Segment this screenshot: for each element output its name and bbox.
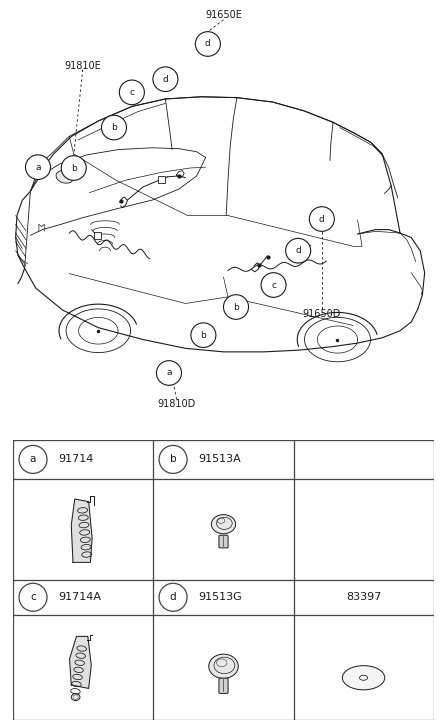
Polygon shape [71, 499, 92, 563]
Text: d: d [205, 39, 211, 49]
Text: a: a [30, 454, 36, 465]
Circle shape [61, 156, 86, 180]
Text: 91810E: 91810E [64, 61, 101, 71]
Polygon shape [70, 636, 91, 688]
FancyBboxPatch shape [219, 535, 228, 548]
Text: b: b [170, 454, 177, 465]
Text: 91714A: 91714A [58, 593, 101, 602]
Text: a: a [35, 163, 41, 172]
Circle shape [119, 80, 144, 105]
Text: b: b [71, 164, 76, 172]
Circle shape [19, 583, 47, 611]
Text: b: b [111, 123, 117, 132]
Text: a: a [166, 369, 172, 377]
Text: c: c [129, 88, 135, 97]
Circle shape [224, 294, 249, 319]
Text: b: b [233, 302, 239, 311]
Circle shape [101, 116, 127, 140]
Circle shape [153, 67, 178, 92]
Text: 91513A: 91513A [198, 454, 241, 465]
Text: 91714: 91714 [58, 454, 93, 465]
Text: 91650E: 91650E [205, 10, 242, 20]
Text: d: d [163, 75, 168, 84]
Circle shape [159, 583, 187, 611]
Circle shape [309, 206, 334, 231]
Circle shape [261, 273, 286, 297]
Bar [94, 232, 101, 239]
Text: d: d [170, 593, 177, 602]
Ellipse shape [211, 515, 236, 534]
Circle shape [156, 361, 181, 385]
Circle shape [19, 446, 47, 473]
Circle shape [195, 32, 220, 56]
Text: 83397: 83397 [346, 593, 381, 602]
Circle shape [159, 446, 187, 473]
Text: d: d [319, 214, 325, 223]
Text: 91810D: 91810D [157, 399, 196, 409]
Circle shape [25, 155, 51, 180]
Ellipse shape [342, 666, 385, 690]
Text: b: b [201, 331, 206, 340]
Text: d: d [295, 246, 301, 255]
Ellipse shape [209, 654, 238, 678]
Circle shape [191, 323, 216, 348]
Ellipse shape [56, 170, 74, 183]
Text: 91650D: 91650D [303, 310, 341, 319]
Text: c: c [30, 593, 36, 602]
Bar [158, 176, 165, 183]
Text: c: c [271, 281, 276, 289]
Text: 91513G: 91513G [198, 593, 242, 602]
Circle shape [286, 238, 311, 263]
FancyBboxPatch shape [219, 678, 228, 694]
